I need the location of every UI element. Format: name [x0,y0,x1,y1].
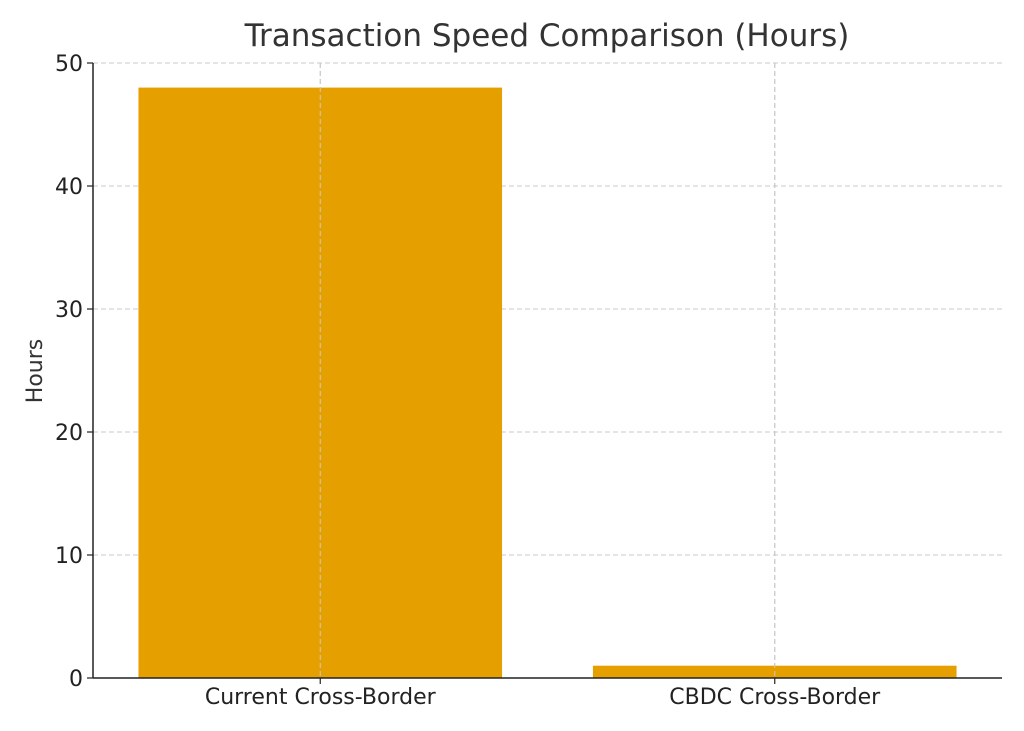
y-tick-label: 20 [55,421,83,446]
tick-label-layer: 0 10 20 30 40 50 Current Cross-Border CBDC Cros… [55,52,881,710]
y-tick-label: 10 [55,544,83,569]
y-axis-label: Hours [23,339,48,403]
axis-layer [87,62,1002,684]
y-tick-label: 0 [69,667,83,692]
y-tick-label: 30 [55,298,83,323]
y-tick-label: 50 [55,52,83,77]
chart-title: Transaction Speed Comparison (Hours) [244,18,850,54]
y-tick-label: 40 [55,175,83,200]
x-tick-label: Current Cross-Border [205,685,437,710]
x-tick-label: CBDC Cross-Border [669,685,881,710]
bar-layer [138,63,957,679]
